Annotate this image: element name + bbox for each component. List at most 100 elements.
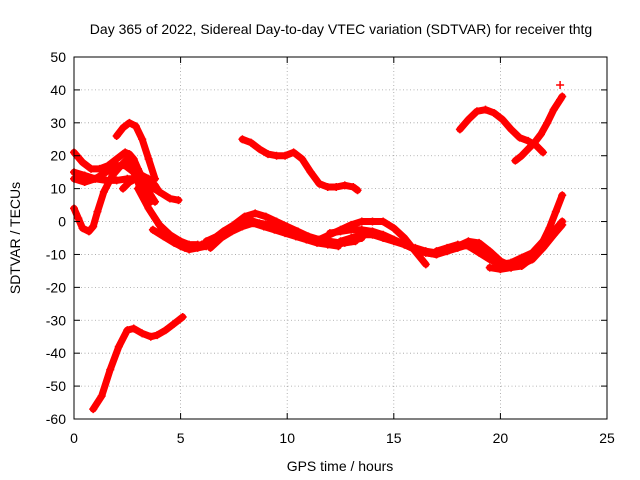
y-tick-labels: -60 -50 -40 -30 -20 -10 0 10 20 30 40 50 [46, 49, 66, 427]
data-point-marker [121, 161, 130, 170]
data-point-marker [138, 135, 147, 144]
data-point-marker [249, 219, 258, 228]
data-point-marker [131, 174, 140, 183]
data-point-marker [349, 182, 358, 191]
data-point-marker [485, 247, 494, 256]
data-point-marker [155, 227, 164, 236]
data-point-marker [336, 237, 345, 246]
data-point-marker [464, 242, 473, 251]
data-point-marker [93, 207, 102, 216]
data-point-marker [536, 130, 545, 139]
data-point-marker [306, 168, 315, 177]
data-point-marker [217, 234, 226, 242]
data-point-marker [298, 155, 307, 164]
data-point-marker [133, 184, 142, 193]
data-point-marker [84, 227, 93, 236]
data-point-marker [125, 150, 134, 159]
data-point-marker [475, 238, 484, 247]
x-tick-label: 20 [493, 430, 509, 446]
data-point-marker [95, 164, 104, 173]
y-tick-label: -20 [46, 279, 66, 295]
data-point-marker [515, 133, 524, 142]
data-point-marker [485, 263, 494, 272]
data-point-marker [475, 248, 484, 257]
data-point-marker [291, 232, 300, 241]
x-tick-label: 25 [599, 430, 615, 446]
data-point-marker [315, 179, 324, 188]
data-point-marker [78, 224, 87, 233]
data-point-marker [270, 225, 279, 234]
data-series [70, 80, 567, 414]
data-point-marker [138, 171, 147, 180]
data-point-marker [472, 107, 481, 116]
data-point-marker [112, 131, 121, 140]
data-point-marker [129, 324, 138, 333]
y-tick-label: 0 [58, 214, 66, 230]
data-point-marker [123, 326, 132, 335]
data-point-marker [151, 181, 160, 190]
data-point-marker [151, 197, 160, 206]
data-point-marker [558, 217, 567, 226]
data-point-marker [119, 184, 128, 193]
data-point-marker [106, 365, 115, 374]
data-point-marker [264, 150, 273, 159]
data-point-marker [524, 136, 533, 145]
data-point-marker [80, 178, 89, 187]
data-point-marker [144, 155, 153, 164]
data-point-marker [323, 240, 332, 249]
data-point-marker [112, 161, 121, 170]
data-point-marker [227, 227, 236, 236]
data-point-marker [97, 391, 106, 400]
data-point-marker [551, 207, 560, 216]
data-point-marker [112, 176, 121, 185]
data-point-marker [174, 196, 183, 205]
data-point-marker [146, 191, 155, 200]
y-tick-label: 20 [50, 148, 66, 164]
data-point-marker [379, 234, 388, 242]
data-point-marker [556, 80, 565, 89]
data-point-marker [336, 227, 345, 236]
data-point-marker [129, 168, 138, 177]
data-point-marker [558, 92, 567, 101]
data-point-marker [432, 247, 441, 256]
data-point-marker [421, 260, 430, 269]
data-point-marker [302, 235, 311, 244]
data-point-marker [368, 230, 377, 239]
data-point-marker [443, 243, 452, 252]
data-point-marker [379, 217, 388, 226]
y-tick-label: -40 [46, 345, 66, 361]
data-point-marker [353, 186, 362, 195]
y-axis-label: SDTVAR / TECUs [7, 182, 23, 294]
chart-title: Day 365 of 2022, Sidereal Day-to-day VTE… [90, 21, 592, 37]
data-point-marker [125, 118, 134, 127]
data-point-marker [144, 204, 153, 213]
data-point-marker [165, 235, 174, 244]
data-point-marker [238, 135, 247, 144]
data-point-marker [464, 115, 473, 124]
data-point-marker [315, 235, 324, 244]
data-point-marker [251, 209, 260, 218]
y-tick-label: -30 [46, 312, 66, 328]
data-point-marker [545, 224, 554, 233]
data-point-marker [421, 247, 430, 256]
data-point-marker [138, 329, 147, 338]
data-point-marker [453, 240, 462, 249]
data-point-marker [155, 187, 164, 196]
data-point-marker [530, 138, 539, 147]
data-point-marker [101, 176, 110, 185]
data-point-marker [101, 168, 110, 177]
data-point-marker [129, 155, 138, 164]
data-point-marker [357, 217, 366, 226]
data-point-marker [481, 105, 490, 114]
y-tick-label: -50 [46, 378, 66, 394]
x-tick-label: 0 [70, 430, 78, 446]
data-point-marker [153, 331, 162, 340]
data-point-marker [558, 191, 567, 200]
data-point-marker [543, 118, 552, 127]
data-point-marker [507, 125, 516, 134]
data-point-marker [119, 123, 128, 132]
data-point-marker [89, 405, 98, 414]
data-point-marker [261, 212, 270, 221]
data-point-marker [332, 182, 341, 191]
data-point-marker [389, 224, 398, 233]
